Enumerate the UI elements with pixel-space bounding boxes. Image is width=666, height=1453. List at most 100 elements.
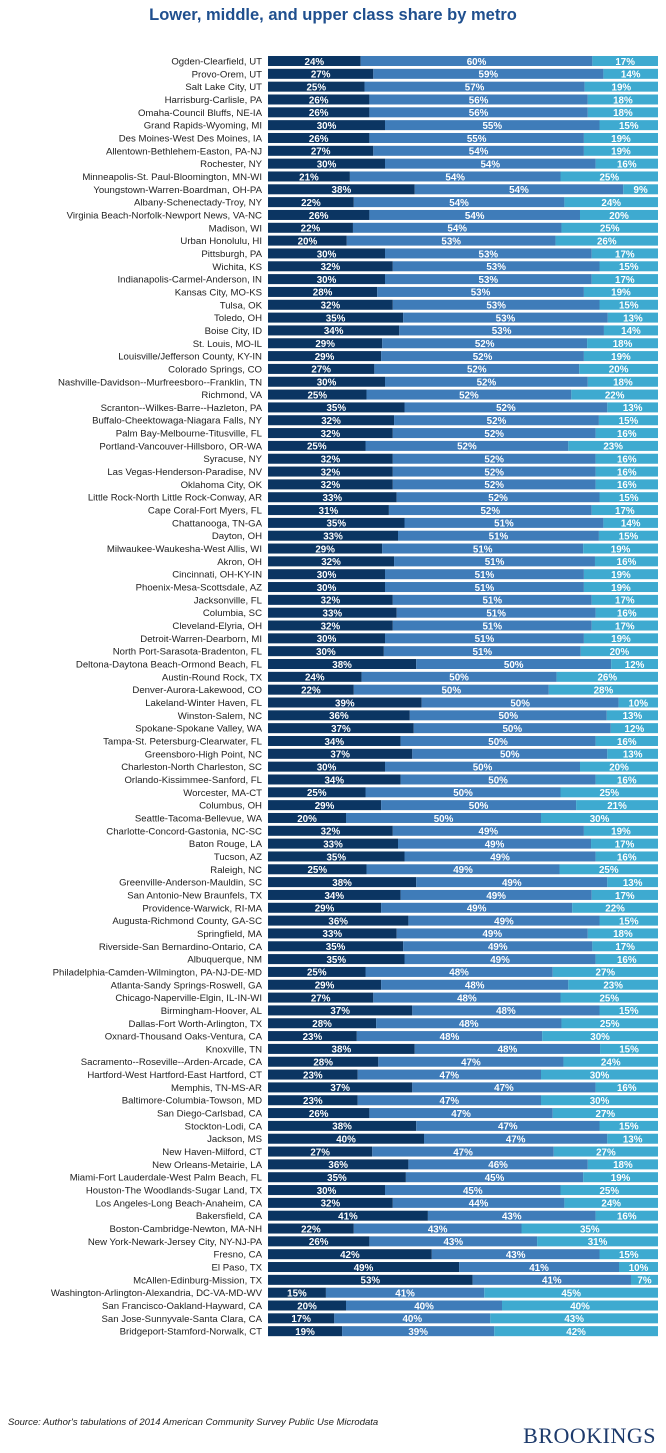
category-label: Miami-Fort Lauderdale-West Palm Beach, F… xyxy=(70,1173,263,1184)
bar-segment-lower xyxy=(268,402,405,413)
bar-segment-lower xyxy=(268,530,398,541)
bar-row: Madison, WI 22% 54% 25% xyxy=(209,222,658,235)
bar-row: Providence-Warwick, RI-MA 29% 49% 22% xyxy=(142,902,658,915)
data-label-middle: 49% xyxy=(479,827,499,838)
bar-segment-middle xyxy=(373,992,561,1003)
bar-segment-upper xyxy=(587,94,658,105)
bar-segment-lower xyxy=(268,851,405,862)
bar-segment-middle xyxy=(399,325,604,336)
data-label-upper: 19% xyxy=(611,570,631,581)
bar-segment-upper xyxy=(560,171,658,182)
data-label-upper: 15% xyxy=(619,301,639,312)
data-label-middle: 39% xyxy=(408,1327,428,1338)
bar-segment-lower xyxy=(268,1262,460,1273)
category-label: Indianapolis-Carmel-Anderson, IN xyxy=(117,275,262,286)
bar-row: Omaha-Council Bluffs, NE-IA 26% 56% 18% xyxy=(138,107,658,119)
data-label-upper: 12% xyxy=(625,660,645,671)
category-label: Kansas City, MO-KS xyxy=(175,287,262,298)
category-label: Bakersfield, CA xyxy=(196,1211,263,1222)
data-label-upper: 24% xyxy=(601,198,621,209)
bar-segment-lower xyxy=(268,68,374,79)
data-label-middle: 47% xyxy=(506,1135,526,1146)
bar-segment-lower xyxy=(268,1197,393,1208)
bar-row: Pittsburgh, PA 30% 53% 17% xyxy=(201,248,658,260)
bar-segment-middle xyxy=(364,81,585,92)
data-label-middle: 47% xyxy=(461,1058,481,1069)
data-label-lower: 26% xyxy=(309,1109,329,1120)
data-label-upper: 16% xyxy=(617,608,637,619)
data-label-lower: 25% xyxy=(307,865,327,876)
data-label-upper: 19% xyxy=(611,288,631,299)
category-label: Stockton-Lodi, CA xyxy=(185,1121,263,1132)
bar-segment-middle xyxy=(416,877,608,888)
bar-segment-upper xyxy=(564,1197,658,1208)
category-label: Fresno, CA xyxy=(213,1250,262,1261)
bar-row: Provo-Orem, UT 27% 59% 14% xyxy=(192,68,658,81)
bar-row: Detroit-Warren-Dearborn, MI 30% 51% 19% xyxy=(140,633,658,645)
bar-segment-middle xyxy=(349,171,561,182)
data-label-upper: 30% xyxy=(590,1070,610,1081)
bar-row: Cape Coral-Fort Myers, FL 31% 52% 17% xyxy=(148,505,658,517)
data-label-upper: 16% xyxy=(617,775,637,786)
bar-segment-lower xyxy=(268,928,397,939)
bar-segment-middle xyxy=(424,1133,608,1144)
data-label-lower: 38% xyxy=(332,1045,352,1056)
bar-segment-middle xyxy=(385,633,584,644)
data-label-upper: 19% xyxy=(611,134,631,145)
data-label-middle: 49% xyxy=(490,852,510,863)
data-label-upper: 18% xyxy=(613,339,633,350)
bar-segment-upper xyxy=(583,569,658,580)
category-label: Colorado Springs, CO xyxy=(168,364,262,375)
bar-segment-upper xyxy=(595,158,658,169)
bar-row: El Paso, TX 49% 41% 10% xyxy=(212,1262,658,1274)
data-label-lower: 22% xyxy=(301,1224,321,1235)
bar-segment-upper xyxy=(599,299,658,310)
data-label-upper: 17% xyxy=(615,57,635,68)
data-label-upper: 35% xyxy=(580,1224,600,1235)
category-label: Allentown-Bethlehem-Easton, PA-NJ xyxy=(106,146,262,157)
bar-row: Wichita, KS 32% 53% 15% xyxy=(212,261,658,273)
data-label-lower: 25% xyxy=(307,390,327,401)
data-label-middle: 51% xyxy=(475,570,495,581)
bar-segment-lower xyxy=(268,838,398,849)
category-label: Austin-Round Rock, TX xyxy=(162,672,263,683)
bar-row: Lakeland-Winter Haven, FL 39% 50% 10% xyxy=(145,697,658,709)
category-label: New Orleans-Metairie, LA xyxy=(152,1160,262,1171)
category-label: Little Rock-North Little Rock-Conway, AR xyxy=(88,493,262,504)
bar-segment-lower xyxy=(268,723,414,734)
bar-segment-upper xyxy=(606,710,658,721)
data-label-lower: 36% xyxy=(328,916,348,927)
category-label: Dayton, OH xyxy=(212,531,262,542)
data-label-middle: 56% xyxy=(469,108,489,119)
data-label-upper: 30% xyxy=(590,1032,610,1043)
category-label: Jacksonville, FL xyxy=(194,595,263,606)
data-label-lower: 24% xyxy=(305,57,325,68)
bar-segment-middle xyxy=(416,659,612,670)
bar-segment-middle xyxy=(396,492,600,503)
bar-segment-middle xyxy=(385,1185,561,1196)
data-label-lower: 38% xyxy=(332,878,352,889)
bar-segment-lower xyxy=(268,1172,406,1183)
data-label-middle: 53% xyxy=(471,288,491,299)
data-label-upper: 16% xyxy=(617,480,637,491)
bar-segment-middle xyxy=(381,902,573,913)
bar-row: Columbia, SC 33% 51% 16% xyxy=(203,607,658,619)
data-label-lower: 27% xyxy=(311,365,331,376)
bar-row: Tulsa, OK 32% 53% 15% xyxy=(220,299,658,312)
bar-segment-upper xyxy=(598,530,658,541)
bar-segment-upper xyxy=(619,1262,658,1273)
bar-segment-lower xyxy=(268,466,393,477)
bar-segment-upper xyxy=(537,1236,658,1247)
bar-segment-lower xyxy=(268,1018,377,1029)
bar-segment-lower xyxy=(268,684,354,695)
category-label: Bridgeport-Stamford-Norwalk, CT xyxy=(120,1327,262,1338)
bar-segment-middle xyxy=(405,1172,584,1183)
bar-segment-lower xyxy=(268,1287,326,1298)
bar-row: Akron, OH 32% 51% 16% xyxy=(217,556,658,568)
bar-segment-middle xyxy=(400,774,596,785)
category-label: Richmond, VA xyxy=(201,390,262,401)
category-label: Portland-Vancouver-Hillsboro, OR-WA xyxy=(99,441,262,452)
bar-segment-upper xyxy=(552,1108,658,1119)
bar-segment-middle xyxy=(366,389,572,400)
bar-row: Grand Rapids-Wyoming, MI 30% 55% 15% xyxy=(144,120,658,132)
